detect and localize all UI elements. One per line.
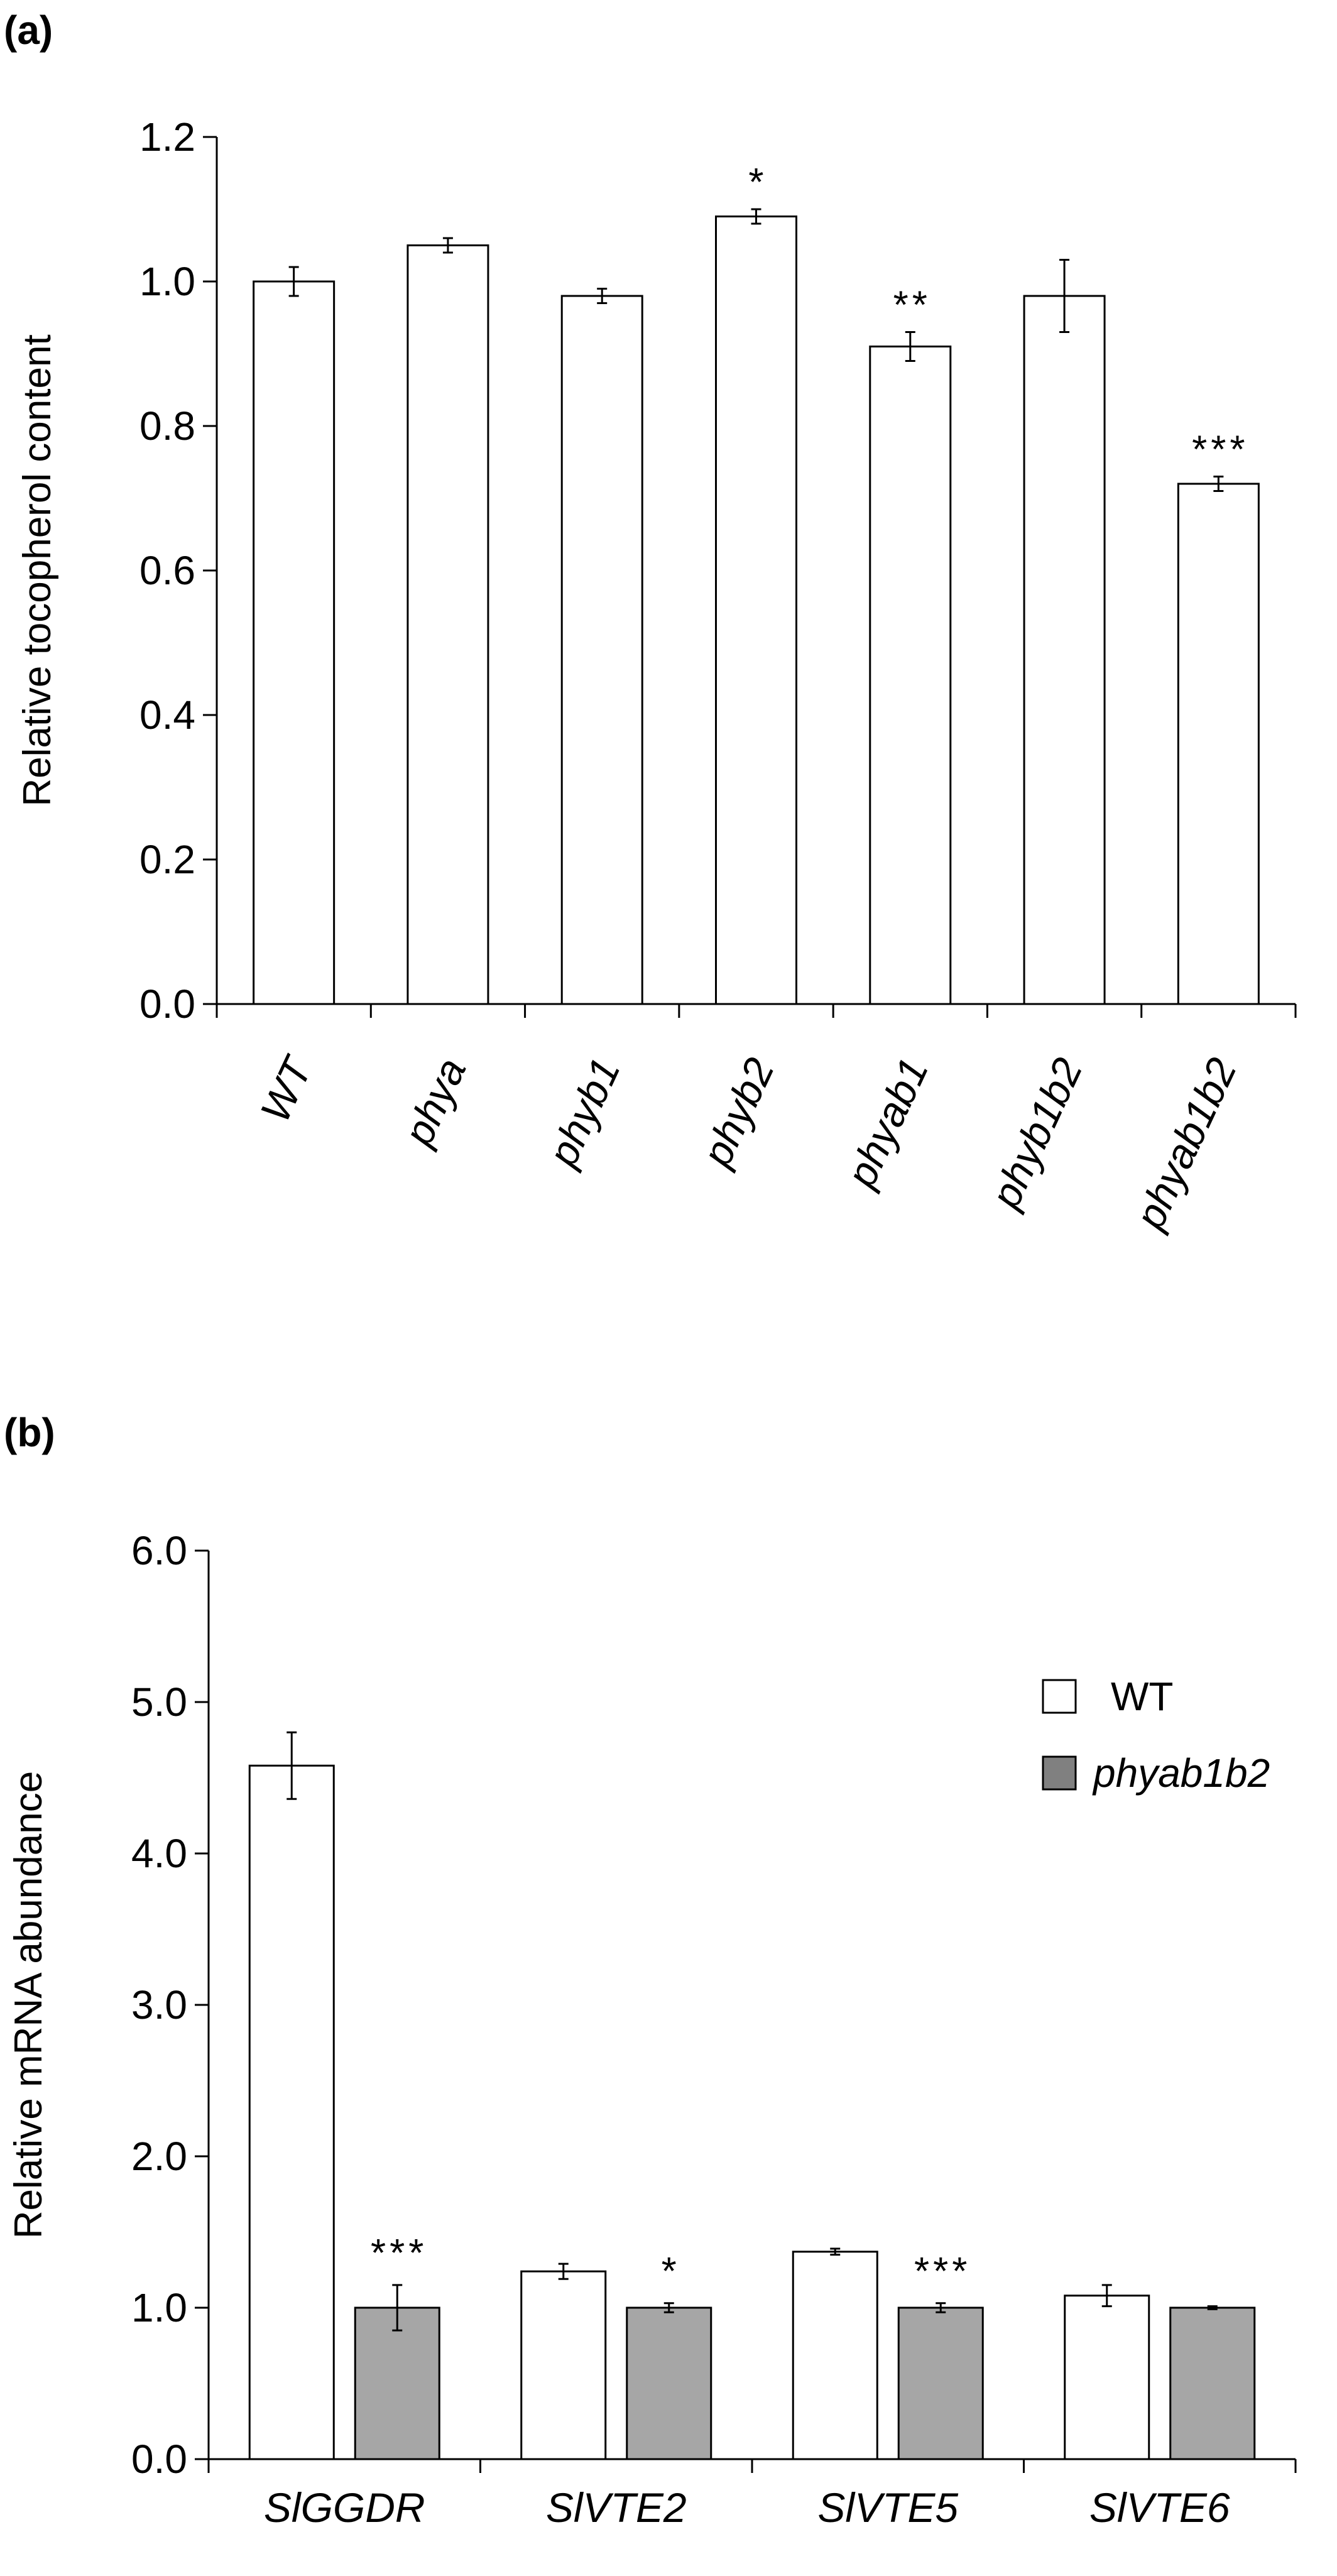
bar-slvte6-wt — [1064, 2295, 1150, 2460]
panel-a-y-tick-label: 0.8 — [139, 403, 195, 449]
panel-b-significance-markers: *** * *** — [371, 2232, 971, 2293]
panel-b-y-tick-label: 6.0 — [131, 1528, 187, 1573]
panel-b-y-tick-label: 1.0 — [131, 2285, 187, 2330]
panel-b-category-labels: SlGGDR SlVTE2 SlVTE5 SlVTE6 — [264, 2484, 1230, 2531]
bar-slvte5-phyab1b2 — [897, 2306, 984, 2460]
bar-phyab1b2 — [1177, 483, 1260, 1005]
bar-phyb2 — [715, 216, 797, 1005]
bar-phyab1 — [869, 346, 952, 1005]
panel-a-label: (a) — [4, 8, 53, 53]
bar-phyb1 — [560, 295, 643, 1005]
panel-a-y-tick-label: 0.4 — [139, 692, 195, 738]
panel-b-error-bars — [286, 1731, 1218, 2332]
error-bar-wt — [288, 266, 299, 297]
panel-a-y-tick-label: 1.2 — [139, 114, 195, 160]
significance-slvte5-phyab1b2: *** — [914, 2250, 971, 2293]
panel-b-chart: (b) Relative mRNA abundance 0.0 1.0 2.0 3.0… — [4, 1410, 1297, 2531]
error-bar-slvte5-wt — [830, 2247, 841, 2256]
bar-phyb1b2 — [1023, 295, 1106, 1005]
panel-a-bars — [253, 216, 1260, 1005]
error-bar-phyb1b2 — [1059, 259, 1070, 333]
bar-wt — [253, 280, 336, 1005]
legend-label-phyab1b2: phyab1b2 — [1092, 1750, 1270, 1796]
bar-slvte2-phyab1b2 — [626, 2306, 712, 2460]
category-label-slvte5: SlVTE5 — [817, 2484, 958, 2531]
bar-slvte6-phyab1b2 — [1169, 2306, 1256, 2460]
error-bar-slggdr-phyab1b2 — [392, 2284, 403, 2332]
significance-slggdr-phyab1b2: *** — [371, 2232, 427, 2275]
bar-slvte5-wt — [792, 2251, 878, 2460]
legend-swatch-phyab1b2 — [1042, 1755, 1077, 1791]
category-label-slggdr: SlGGDR — [264, 2484, 425, 2531]
category-label-slvte2: SlVTE2 — [546, 2484, 687, 2531]
bar-slggdr-phyab1b2 — [354, 2306, 440, 2460]
error-bar-slvte6-wt — [1101, 2284, 1112, 2308]
significance-phyab1: ** — [893, 284, 931, 327]
panel-b-y-tick-label: 5.0 — [131, 1679, 187, 1725]
legend-label-wt: WT — [1111, 1674, 1174, 1719]
panel-a-y-axis-title: Relative tocopherol content — [16, 334, 59, 806]
category-label-slvte6: SlVTE6 — [1089, 2484, 1230, 2531]
significance-phyb2: * — [748, 161, 767, 204]
panel-b-y-axis: 0.0 1.0 2.0 3.0 4.0 5.0 6.0 — [131, 1528, 210, 2482]
panel-b-bars — [248, 1764, 1256, 2460]
error-bar-phyb1 — [597, 288, 608, 304]
panel-a-y-tick-label: 0.2 — [139, 837, 195, 882]
panel-a-y-axis: 0.0 0.2 0.4 0.6 0.8 1.0 1.2 — [139, 114, 218, 1027]
panel-a-y-tick-label: 0.6 — [139, 548, 195, 593]
significance-phyab1b2: *** — [1192, 428, 1248, 472]
panel-a-y-tick-label: 0.0 — [139, 981, 195, 1027]
panel-b-y-tick-label: 3.0 — [131, 1982, 187, 2028]
error-bar-slvte5-phyab1b2 — [936, 2302, 946, 2313]
error-bar-slggdr-wt — [286, 1731, 297, 1800]
panel-b-y-tick-label: 0.0 — [131, 2437, 187, 2482]
panel-b-y-tick-label: 4.0 — [131, 1831, 187, 1876]
error-bar-phya — [442, 237, 453, 254]
error-bar-phyab1 — [905, 331, 915, 362]
panel-b-label: (b) — [4, 1410, 55, 1455]
panel-b-legend: WT phyab1b2 — [1042, 1674, 1270, 1796]
error-bar-phyb2 — [751, 208, 761, 225]
bar-slvte2-wt — [520, 2270, 607, 2460]
legend-swatch-wt — [1042, 1679, 1077, 1714]
panel-b-y-axis-title: Relative mRNA abundance — [7, 1771, 50, 2239]
error-bar-phyab1b2 — [1213, 476, 1224, 492]
panel-b-y-tick-label: 2.0 — [131, 2134, 187, 2179]
panel-a-y-tick-label: 1.0 — [139, 259, 195, 304]
error-bar-slvte6-phyab1b2 — [1207, 2305, 1218, 2310]
bar-phya — [407, 244, 489, 1005]
panel-a-error-bars — [288, 208, 1224, 492]
significance-slvte2-phyab1b2: * — [662, 2250, 680, 2293]
bar-slggdr-wt — [248, 1764, 335, 2460]
panel-a-significance-markers: ****** — [748, 161, 1248, 472]
error-bar-slvte2-wt — [558, 2262, 569, 2280]
error-bar-slvte2-phyab1b2 — [663, 2302, 674, 2313]
